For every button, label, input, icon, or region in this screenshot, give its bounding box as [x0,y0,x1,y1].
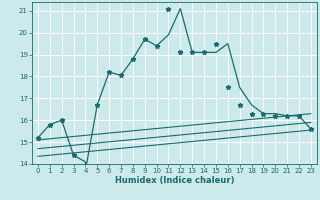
X-axis label: Humidex (Indice chaleur): Humidex (Indice chaleur) [115,176,234,185]
